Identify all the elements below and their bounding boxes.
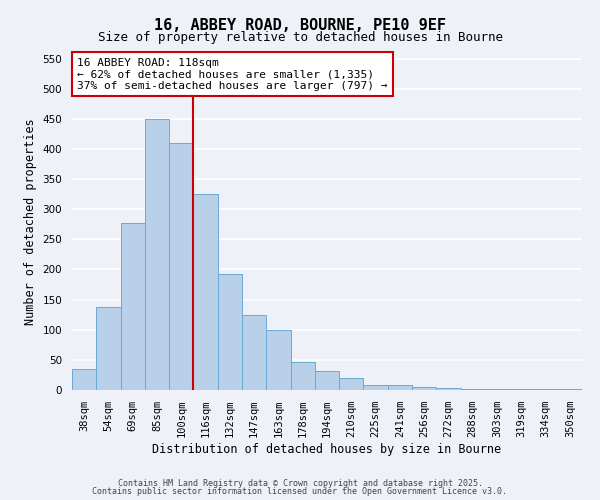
Bar	[96, 308, 121, 390]
Bar	[242, 314, 266, 390]
Bar	[290, 362, 315, 390]
Bar	[436, 388, 461, 390]
Bar	[461, 389, 485, 390]
Text: Contains public sector information licensed under the Open Government Licence v3: Contains public sector information licen…	[92, 487, 508, 496]
Bar	[339, 378, 364, 390]
Bar	[266, 330, 290, 390]
Bar	[412, 387, 436, 390]
Bar	[72, 369, 96, 390]
Bar	[218, 274, 242, 390]
X-axis label: Distribution of detached houses by size in Bourne: Distribution of detached houses by size …	[152, 443, 502, 456]
Y-axis label: Number of detached properties: Number of detached properties	[24, 118, 37, 324]
Text: 16 ABBEY ROAD: 118sqm
← 62% of detached houses are smaller (1,335)
37% of semi-d: 16 ABBEY ROAD: 118sqm ← 62% of detached …	[77, 58, 388, 91]
Text: Contains HM Land Registry data © Crown copyright and database right 2025.: Contains HM Land Registry data © Crown c…	[118, 478, 482, 488]
Bar	[121, 223, 145, 390]
Bar	[315, 370, 339, 390]
Bar	[145, 119, 169, 390]
Bar	[193, 194, 218, 390]
Bar	[169, 143, 193, 390]
Bar	[388, 385, 412, 390]
Text: 16, ABBEY ROAD, BOURNE, PE10 9EF: 16, ABBEY ROAD, BOURNE, PE10 9EF	[154, 18, 446, 32]
Bar	[364, 385, 388, 390]
Text: Size of property relative to detached houses in Bourne: Size of property relative to detached ho…	[97, 31, 503, 44]
